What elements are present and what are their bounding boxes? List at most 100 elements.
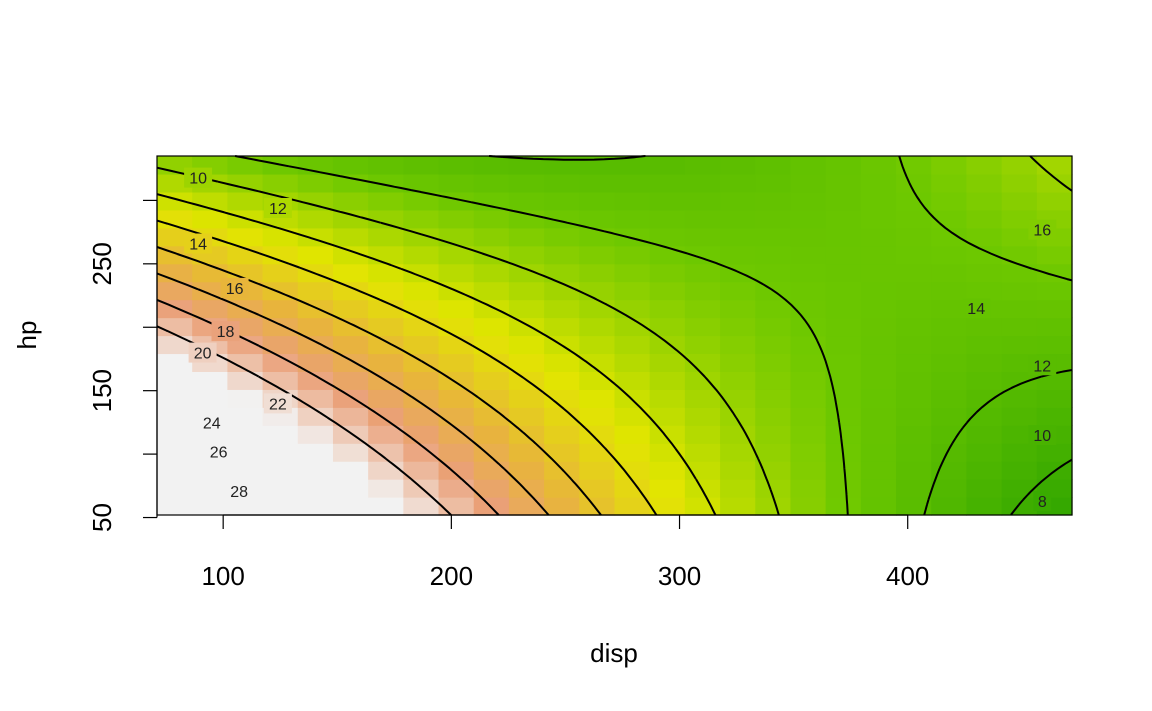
heatmap-cell — [368, 156, 404, 175]
heatmap-cell — [473, 156, 510, 175]
heatmap-cell — [157, 173, 193, 193]
heatmap-cell — [438, 227, 475, 247]
heatmap-cell — [332, 335, 369, 355]
heatmap-cell — [649, 461, 686, 480]
heatmap-cell — [368, 407, 404, 426]
heatmap-cell — [649, 335, 686, 355]
heatmap-cell — [332, 245, 369, 265]
contour-label: 10 — [189, 171, 207, 188]
heatmap-cell — [368, 389, 404, 408]
heatmap-cell — [544, 281, 580, 301]
heatmap-cell — [1001, 191, 1038, 211]
heatmap-cell — [755, 389, 792, 408]
heatmap-cell — [931, 281, 968, 301]
heatmap-cell — [332, 479, 369, 498]
heatmap-cell — [332, 263, 369, 283]
heatmap-cell — [931, 407, 968, 426]
heatmap-cell — [227, 173, 264, 193]
heatmap-cell — [684, 407, 721, 426]
heatmap-cell — [508, 245, 545, 265]
heatmap-cell — [579, 317, 616, 337]
heatmap-cell — [614, 317, 651, 337]
heatmap-cell — [403, 173, 440, 193]
heatmap-cell — [896, 299, 932, 319]
heatmap-cell — [896, 497, 932, 516]
heatmap-cell — [157, 407, 193, 426]
heatmap-cell — [790, 389, 827, 408]
contour-label: 12 — [269, 201, 287, 218]
heatmap-cell — [192, 461, 228, 480]
heatmap-cell — [227, 497, 264, 516]
heatmap-cell — [966, 389, 1003, 408]
contour-label-bg — [188, 342, 217, 363]
contour-label: 12 — [1033, 358, 1051, 375]
heatmap-cell — [755, 173, 792, 193]
heatmap-cell — [1001, 443, 1038, 462]
heatmap-cell — [931, 156, 968, 175]
heatmap-cell — [931, 191, 968, 211]
heatmap-cell — [720, 353, 756, 372]
heatmap-cell — [825, 425, 862, 444]
heatmap-cell — [227, 443, 264, 462]
heatmap-cell — [931, 479, 968, 498]
heatmap-cell — [403, 245, 440, 265]
heatmap-cell — [860, 245, 897, 265]
heatmap-cell — [332, 461, 369, 480]
heatmap-cell — [508, 353, 545, 372]
contour-label-bg — [263, 198, 292, 218]
heatmap-cell — [614, 407, 651, 426]
heatmap-cell — [684, 209, 721, 229]
heatmap-cell — [860, 299, 897, 319]
heatmap-cell — [438, 443, 475, 462]
y-tick-label: 150 — [87, 369, 117, 412]
heatmap-cell — [614, 461, 651, 480]
heatmap-cell — [403, 461, 440, 480]
heatmap-cell — [579, 245, 616, 265]
heatmap-cell — [720, 281, 756, 301]
heatmap-cell — [544, 479, 580, 498]
heatmap-cell — [332, 173, 369, 193]
heatmap-cell — [1001, 263, 1038, 283]
heatmap-cell — [508, 407, 545, 426]
heatmap-cell — [227, 191, 264, 211]
x-axis-title: disp — [590, 638, 638, 668]
heatmap-cell — [755, 156, 792, 175]
contour-line-26 — [156, 298, 500, 516]
heatmap-cell — [684, 263, 721, 283]
heatmap-cell — [825, 407, 862, 426]
heatmap-cell — [508, 335, 545, 355]
heatmap-cell — [227, 353, 264, 372]
heatmap-cell — [684, 173, 721, 193]
heatmap-cell — [649, 227, 686, 247]
heatmap-cell — [332, 353, 369, 372]
heatmap-cell — [297, 173, 334, 193]
heatmap-cell — [790, 245, 827, 265]
heatmap-cell — [1001, 389, 1038, 408]
heatmap-cell — [790, 407, 827, 426]
heatmap-cell — [966, 227, 1003, 247]
heatmap-cell — [297, 425, 334, 444]
heatmap-cell — [438, 479, 475, 498]
heatmap-cell — [157, 389, 193, 408]
heatmap-cell — [368, 443, 404, 462]
heatmap-cell — [720, 335, 756, 355]
heatmap-cell — [508, 443, 545, 462]
heatmap-cell — [684, 156, 721, 175]
heatmap-cell — [790, 425, 827, 444]
heatmap-cell — [157, 353, 193, 372]
heatmap-cell — [579, 335, 616, 355]
heatmap-cell — [614, 497, 651, 516]
heatmap-cell — [614, 299, 651, 319]
heatmap-cell — [896, 317, 932, 337]
heatmap-cell — [931, 443, 968, 462]
heatmap-cell — [157, 443, 193, 462]
heatmap-cell — [579, 353, 616, 372]
heatmap-cell — [332, 371, 369, 390]
heatmap-cell — [896, 281, 932, 301]
heatmap-cell — [896, 263, 932, 283]
heatmap-cell — [262, 425, 299, 444]
heatmap-cell — [579, 281, 616, 301]
heatmap-cell — [931, 425, 968, 444]
heatmap-cell — [438, 299, 475, 319]
heatmap-cell — [438, 173, 475, 193]
